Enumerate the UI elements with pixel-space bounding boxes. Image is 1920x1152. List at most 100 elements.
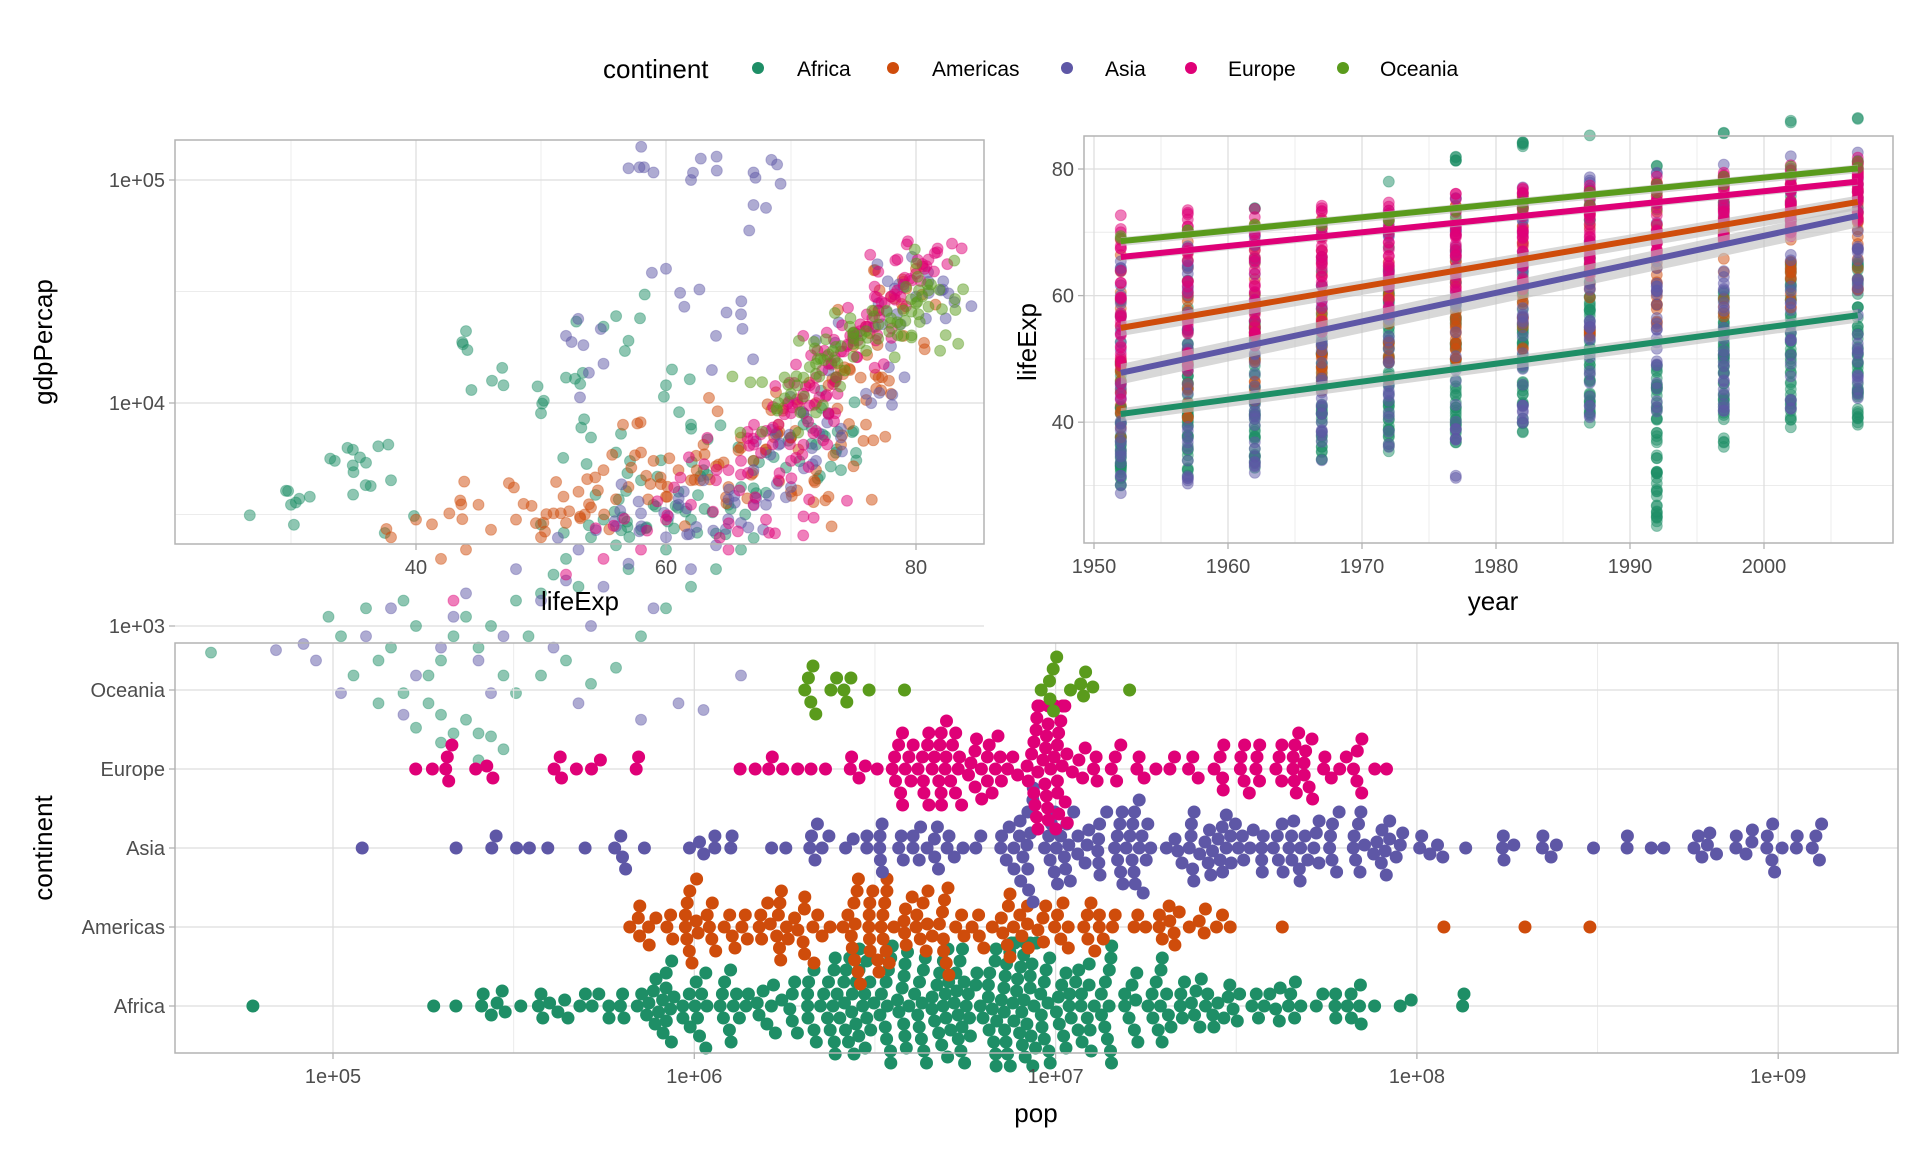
point-asia [1181, 454, 1194, 467]
swarm-point-africa [1015, 1005, 1029, 1019]
swarm-point-asia [1282, 841, 1296, 855]
swarm-point-africa [1023, 969, 1037, 983]
swarm-point-asia [1775, 841, 1789, 855]
swarm-point-asia [1309, 826, 1323, 840]
swarm-point-africa [983, 966, 997, 980]
swarm-point-africa [750, 996, 764, 1010]
swarm-point-africa [956, 942, 969, 956]
point-africa [1851, 406, 1864, 418]
swarm-point-asia [1389, 850, 1403, 864]
swarm-point-africa [827, 1035, 841, 1049]
swarm-point-africa [1164, 1020, 1178, 1034]
panel1-axes: 40 60 80 1e+03 1e+04 1e+05 [109, 170, 927, 638]
swarm-point-asia [1271, 853, 1285, 867]
swarm-point-asia [1332, 805, 1346, 819]
point-africa [347, 466, 360, 479]
swarm-point-europe [1289, 786, 1303, 800]
point-asia [1851, 277, 1864, 290]
legend-item-oceania[interactable]: Oceania [1337, 58, 1459, 81]
swarm-point-africa [833, 1011, 847, 1025]
y-tick-label: 80 [1052, 159, 1074, 181]
swarm-point-europe [911, 762, 925, 776]
swarm-point-americas [866, 884, 880, 898]
swarm-point-africa [693, 1029, 706, 1043]
point-africa [610, 661, 622, 674]
point-europe [661, 509, 674, 522]
swarm-point-africa [1102, 999, 1116, 1013]
point-europe [946, 237, 958, 250]
swarm-point-americas [1092, 908, 1106, 922]
swarm-point-asia [839, 841, 853, 855]
swarm-point-asia [1695, 850, 1709, 864]
point-asia [1382, 387, 1395, 400]
point-europe [1382, 249, 1395, 262]
point-europe [1516, 183, 1529, 196]
swarm-point-asia [1057, 850, 1071, 864]
point-africa [623, 531, 636, 543]
point-africa [347, 488, 360, 501]
swarm-point-asia [1352, 817, 1365, 831]
swarm-point-africa [1206, 1008, 1220, 1022]
point-americas [634, 416, 647, 429]
point-europe [807, 511, 820, 524]
swarm-point-europe [985, 786, 999, 800]
swarm-point-africa [1075, 1035, 1089, 1049]
swarm-point-americas [649, 911, 663, 925]
swarm-point-americas [863, 932, 876, 946]
swarm-point-asia [1760, 841, 1774, 855]
point-africa [735, 543, 747, 556]
swarm-point-africa [913, 975, 926, 989]
swarm-point-americas [1000, 938, 1014, 952]
swarm-point-asia [969, 841, 983, 855]
point-asia [749, 171, 762, 184]
legend-item-africa[interactable]: Africa [752, 58, 851, 81]
legend-item-americas[interactable]: Americas [887, 58, 1020, 81]
point-europe [1114, 209, 1127, 222]
point-africa [422, 697, 435, 710]
swarm-point-americas [909, 920, 923, 934]
swarm-point-americas [863, 896, 877, 910]
swarm-point-asia [541, 841, 555, 855]
swarm-point-americas [1048, 920, 1062, 934]
point-oceania [908, 243, 921, 256]
point-europe [1315, 240, 1328, 253]
swarm-point-africa [935, 1038, 949, 1052]
point-asia [1717, 277, 1730, 290]
swarm-point-africa [944, 1023, 958, 1037]
swarm-point-asia [1413, 841, 1427, 855]
point-asia [270, 644, 282, 657]
swarm-point-americas [1583, 920, 1597, 934]
swarm-point-africa [1001, 1047, 1014, 1061]
point-oceania [933, 283, 946, 296]
swarm-point-asia [1266, 841, 1280, 855]
legend-item-asia[interactable]: Asia [1061, 58, 1146, 81]
point-africa [622, 334, 635, 347]
swarm-point-europe [1186, 750, 1200, 764]
point-africa [497, 379, 510, 392]
point-asia [1851, 372, 1864, 385]
point-americas [640, 469, 653, 482]
point-asia [597, 357, 610, 370]
swarm-point-americas [738, 908, 752, 922]
swarm-point-africa [785, 1014, 799, 1028]
legend-item-europe[interactable]: Europe [1185, 58, 1296, 81]
swarm-point-asia [1203, 823, 1216, 837]
swarm-point-asia [1078, 856, 1092, 870]
swarm-point-americas [910, 908, 924, 922]
swarm-point-africa [989, 1059, 1003, 1073]
swarm-point-asia [1113, 817, 1127, 831]
legend-key-oceania [1337, 62, 1349, 74]
swarm-point-europe [1288, 738, 1302, 752]
swarm-point-asia [449, 841, 463, 855]
swarm-point-asia [1285, 853, 1299, 867]
point-europe [635, 543, 647, 556]
point-africa [1650, 467, 1663, 480]
swarm-point-asia [1549, 838, 1563, 852]
point-asia [710, 329, 722, 342]
swarm-point-americas [705, 932, 719, 946]
point-oceania [957, 283, 970, 296]
point-asia [565, 336, 578, 348]
swarm-point-asia [708, 829, 722, 843]
swarm-point-asia [1739, 847, 1753, 861]
swarm-point-asia [1026, 895, 1040, 909]
